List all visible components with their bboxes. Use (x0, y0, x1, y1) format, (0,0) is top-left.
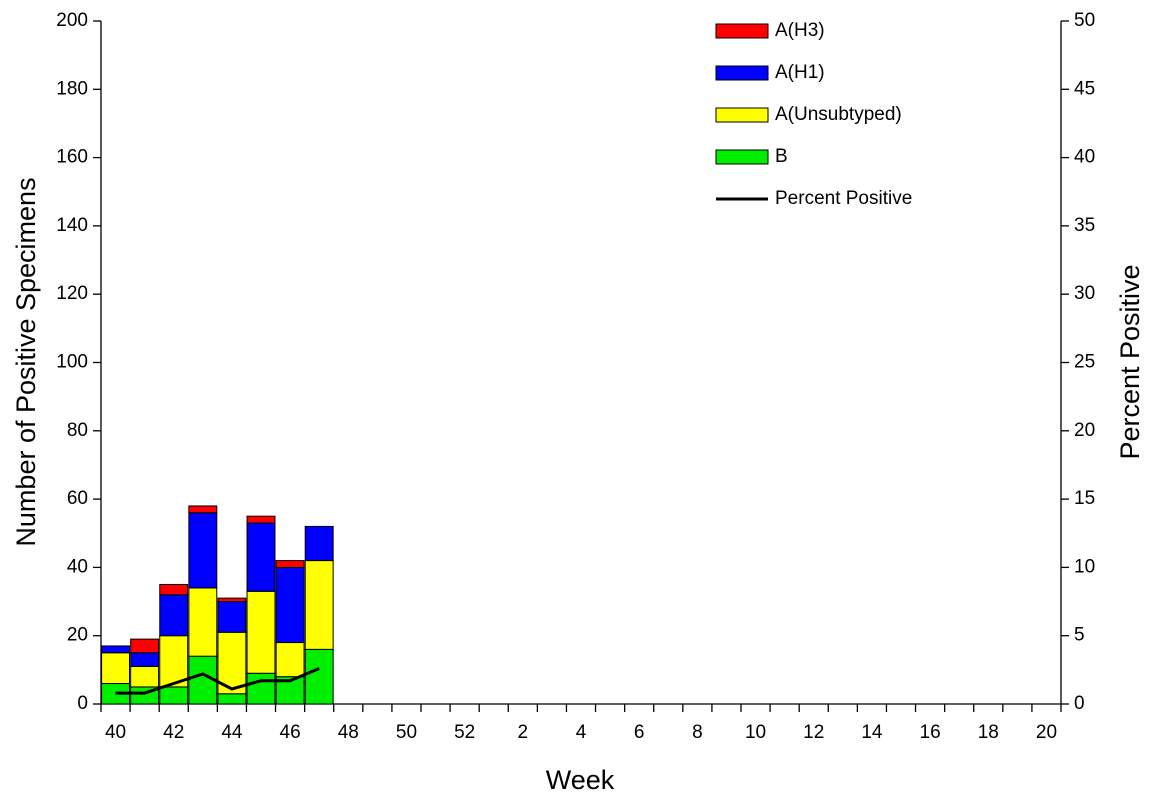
bar-segment (159, 686, 189, 705)
x-tick-label: 6 (634, 722, 645, 743)
x-tick-label: 44 (221, 722, 243, 743)
bar-segment (188, 587, 218, 657)
bar-segment (101, 652, 131, 685)
bar-segment (130, 638, 160, 654)
legend-label: Percent Positive (775, 188, 912, 209)
y-axis-title: Number of Positive Specimens (11, 177, 41, 546)
legend-label: A(Unsubtyped) (775, 104, 902, 125)
bar-segment (275, 642, 305, 678)
x-axis-title: Week (546, 765, 615, 795)
legend-label: B (775, 146, 788, 167)
y-tick-label: 180 (56, 78, 88, 99)
x-tick-label: 48 (338, 722, 359, 743)
bar-segment (246, 672, 276, 705)
x-tick-label: 14 (861, 722, 883, 743)
legend-swatch (715, 65, 769, 81)
bar-segment (188, 512, 218, 589)
legend-swatch (715, 107, 769, 123)
x-tick-label: 40 (105, 722, 126, 743)
y-tick-label: 140 (56, 215, 88, 236)
y2-tick-label: 15 (1074, 488, 1095, 509)
legend-swatch (715, 149, 769, 165)
bar-segment (217, 597, 247, 603)
y-tick-label: 80 (67, 420, 88, 441)
bar-segment (304, 560, 334, 650)
x-tick-label: 20 (1036, 722, 1057, 743)
bar-segment (304, 648, 334, 705)
x-tick-label: 4 (576, 722, 587, 743)
y2-tick-label: 40 (1074, 147, 1095, 168)
legend-swatch (715, 23, 769, 39)
bar-segment (159, 594, 189, 637)
bar-segment (159, 635, 189, 688)
x-tick-label: 42 (163, 722, 184, 743)
y-tick-label: 40 (67, 556, 88, 577)
bar-segment (217, 601, 247, 633)
bar-segment (188, 505, 218, 514)
y-tick-label: 120 (56, 283, 88, 304)
bar-segment (130, 665, 160, 688)
line (115, 667, 320, 695)
bar-segment (246, 590, 276, 674)
y2-tick-label: 35 (1074, 215, 1095, 236)
y2-tick-label: 20 (1074, 420, 1095, 441)
y-tick-label: 100 (56, 352, 88, 373)
y-tick-label: 0 (77, 693, 88, 714)
x-tick-label: 18 (978, 722, 999, 743)
y-tick-label: 20 (67, 625, 88, 646)
bar-segment (130, 652, 160, 667)
bar-segment (275, 560, 305, 568)
y2-tick-label: 25 (1074, 352, 1095, 373)
x-tick-label: 12 (803, 722, 824, 743)
y2-tick-label: 30 (1074, 283, 1095, 304)
bar-segment (275, 566, 305, 644)
y2-tick-label: 10 (1074, 556, 1095, 577)
x-tick-label: 8 (692, 722, 703, 743)
y2-tick-label: 5 (1074, 625, 1085, 646)
x-tick-label: 46 (280, 722, 301, 743)
y-tick-label: 200 (56, 10, 88, 31)
x-tick-label: 16 (920, 722, 941, 743)
x-tick-label: 52 (454, 722, 475, 743)
legend-label: A(H3) (775, 20, 825, 41)
y2-tick-label: 50 (1074, 10, 1095, 31)
bar-segment (304, 525, 334, 562)
bar-segment (246, 515, 276, 524)
bar-segment (159, 583, 189, 596)
y2-tick-label: 0 (1074, 693, 1085, 714)
y-tick-label: 160 (56, 147, 88, 168)
bar-segment (101, 645, 131, 654)
y-tick-label: 60 (67, 488, 88, 509)
y2-tick-label: 45 (1074, 78, 1095, 99)
x-tick-label: 2 (518, 722, 529, 743)
x-tick-label: 10 (745, 722, 766, 743)
bar-segment (246, 522, 276, 592)
legend-label: A(H1) (775, 62, 825, 83)
y2-axis-title: Percent Positive (1115, 264, 1145, 459)
x-tick-label: 50 (396, 722, 417, 743)
bar-segment (217, 693, 247, 705)
